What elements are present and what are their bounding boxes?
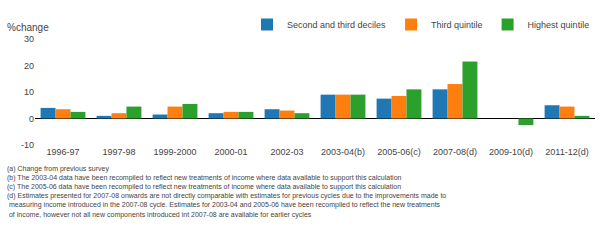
svg-text:20: 20 — [24, 61, 34, 71]
svg-text:1999-2000: 1999-2000 — [153, 147, 196, 157]
svg-text:(a) Change from previous surve: (a) Change from previous survey(b) The 2… — [7, 165, 446, 219]
svg-text:0: 0 — [29, 114, 34, 124]
svg-text:2002-03: 2002-03 — [270, 147, 303, 157]
svg-text:1996-97: 1996-97 — [46, 147, 79, 157]
svg-text:2005-06(c): 2005-06(c) — [377, 147, 421, 157]
svg-text:30: 30 — [24, 34, 34, 44]
svg-text:2003-04(b): 2003-04(b) — [321, 147, 365, 157]
svg-text:2011-12(d): 2011-12(d) — [545, 147, 588, 157]
svg-text:-10: -10 — [21, 140, 34, 150]
svg-text:1997-98: 1997-98 — [102, 147, 135, 157]
svg-text:2007-08(d): 2007-08(d) — [433, 147, 477, 157]
svg-text:Second and third deciles: Second and third deciles — [287, 20, 386, 30]
svg-text:Third quintile: Third quintile — [431, 20, 483, 30]
svg-text:10: 10 — [24, 87, 34, 97]
svg-text:2000-01: 2000-01 — [214, 147, 247, 157]
svg-text:%change: %change — [7, 22, 49, 33]
svg-text:Highest quintile: Highest quintile — [528, 20, 590, 30]
svg-text:2009-10(d): 2009-10(d) — [489, 147, 533, 157]
